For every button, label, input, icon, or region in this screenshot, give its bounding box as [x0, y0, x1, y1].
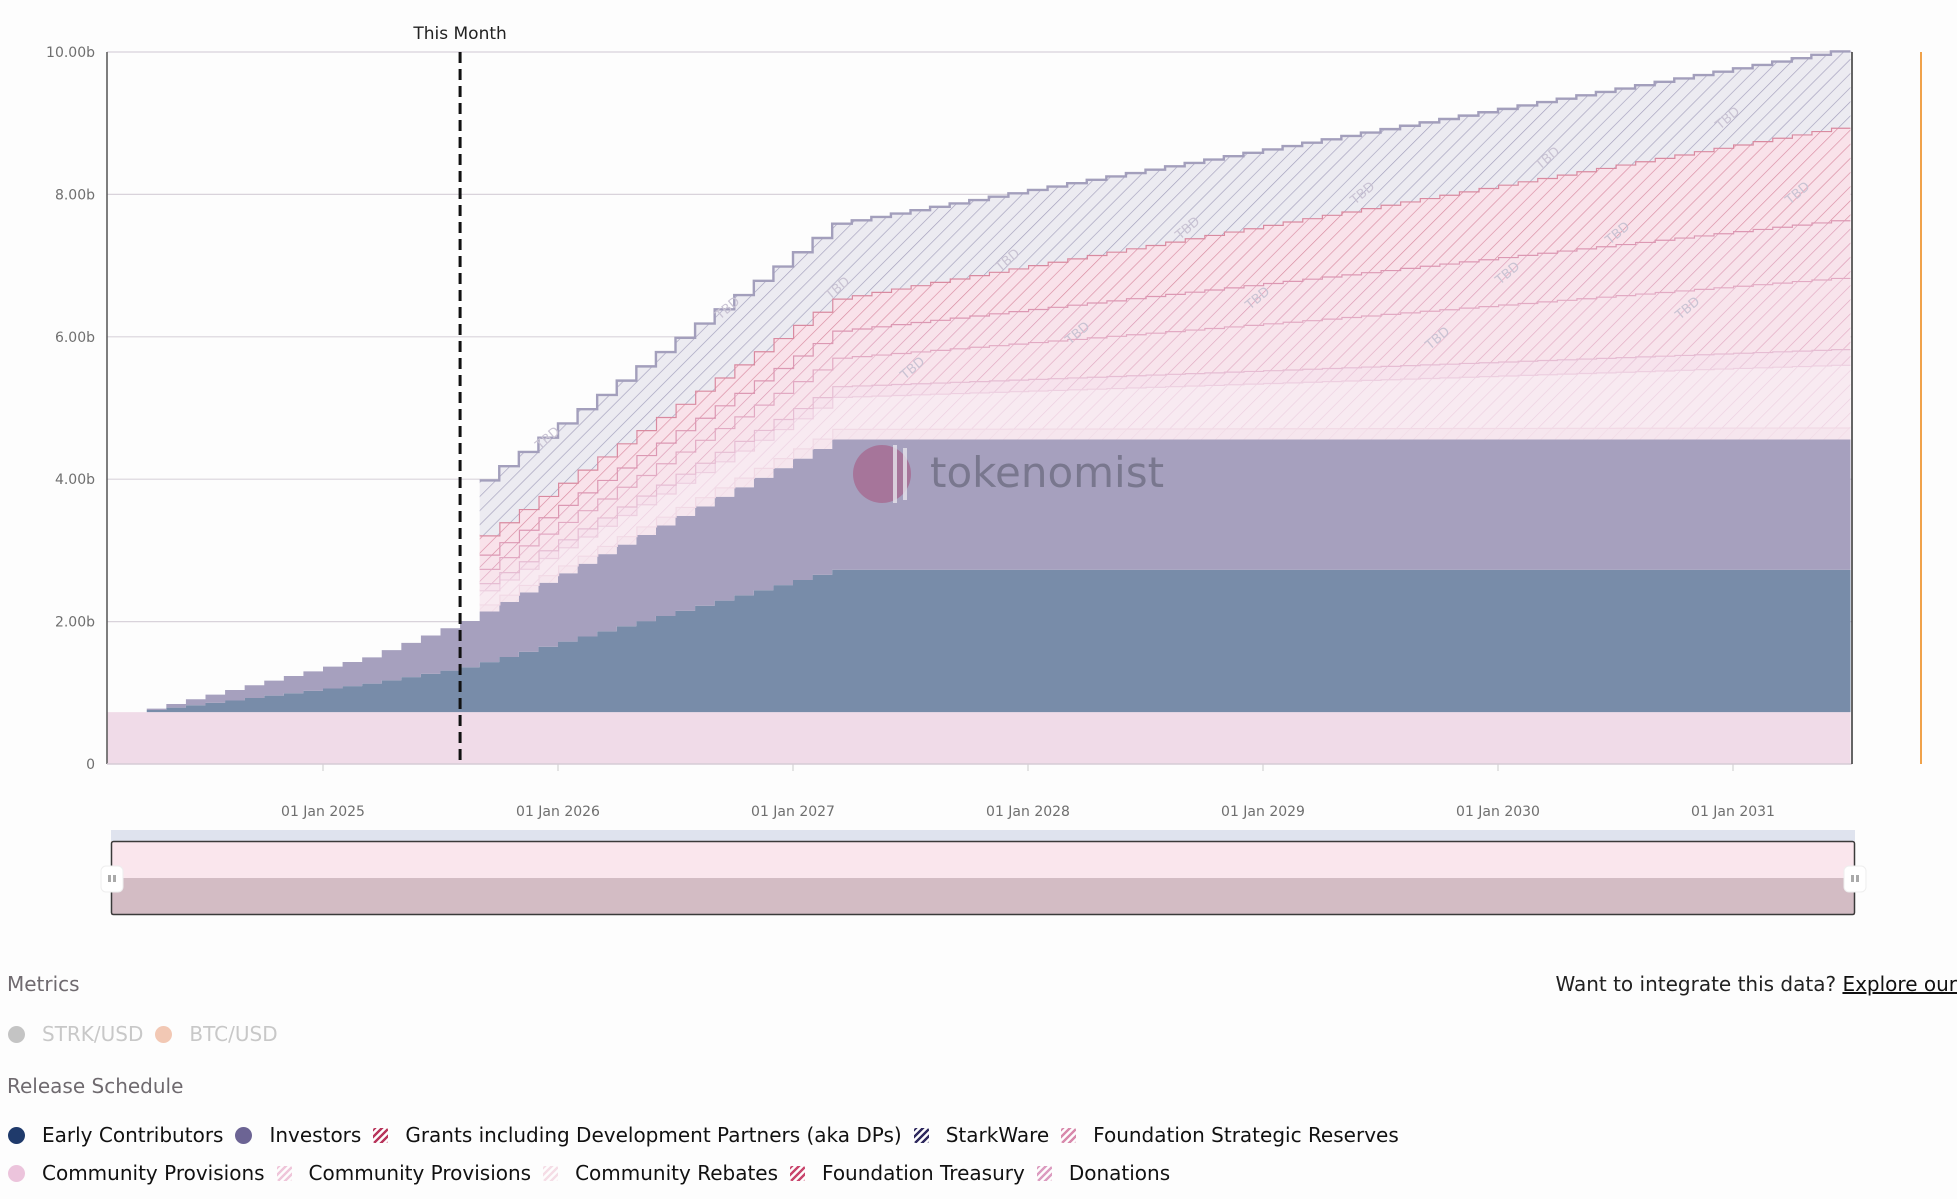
y-tick-label: 6.00b — [55, 330, 95, 346]
watermark: tokenomist — [853, 445, 1164, 503]
metrics-heading: Metrics — [7, 972, 80, 996]
legend-label: Foundation Treasury — [822, 1161, 1025, 1185]
navigator-scrollbar[interactable] — [111, 830, 1855, 841]
release-schedule-heading: Release Schedule — [7, 1074, 184, 1098]
explore-api-link[interactable]: Explore our — [1842, 972, 1957, 996]
hatched-swatch-icon — [1061, 1127, 1077, 1143]
watermark-text: tokenomist — [930, 448, 1164, 497]
x-tick-label: 01 Jan 2029 — [1221, 804, 1305, 820]
x-tick-label: 01 Jan 2026 — [516, 804, 600, 820]
legend-label: Donations — [1068, 1161, 1171, 1185]
x-tick-label: 01 Jan 2027 — [751, 804, 835, 820]
hatched-swatch-icon — [913, 1127, 929, 1143]
y-tick-label: 4.00b — [55, 472, 95, 488]
this-month-label: This Month — [412, 24, 506, 44]
legend-item[interactable]: Donations — [1036, 1161, 1171, 1185]
area-foundation-strategic-reserves — [479, 220, 1851, 569]
metrics-legend: STRK/USD BTC/USD — [8, 1022, 290, 1046]
hatched-swatch-icon — [1036, 1165, 1052, 1181]
navigator-series — [111, 878, 1855, 915]
legend-item[interactable]: Community Provisions — [276, 1161, 532, 1185]
y-tick-label: 2.00b — [55, 615, 95, 631]
y-tick-label: 10.00b — [46, 45, 95, 61]
legend-item[interactable]: Grants including Development Partners (a… — [373, 1123, 902, 1147]
navigator-handle-left[interactable] — [100, 865, 124, 893]
legend-item[interactable]: Community Provisions — [8, 1161, 265, 1185]
y-tick-label: 0 — [86, 757, 95, 773]
legend-item[interactable]: StarkWare — [913, 1123, 1050, 1147]
legend-item[interactable]: Foundation Strategic Reserves — [1061, 1123, 1399, 1147]
circle-swatch-icon — [8, 1164, 25, 1182]
this-month-marker: This Month — [412, 24, 507, 764]
legend-label: StarkWare — [945, 1123, 1050, 1147]
legend-item[interactable]: Investors — [235, 1123, 361, 1147]
area-starkware — [479, 51, 1851, 536]
legend-label: Community Rebates — [575, 1161, 779, 1185]
area-grants-including-development-partners-aka-dps — [479, 127, 1851, 555]
hatched-swatch-icon — [543, 1165, 559, 1181]
y-tick-label: 8.00b — [55, 187, 95, 203]
legend-item[interactable]: Early Contributors — [8, 1123, 223, 1147]
area-community-provisions — [479, 364, 1851, 605]
legend-label: Foundation Strategic Reserves — [1093, 1123, 1399, 1147]
x-tick-label: 01 Jan 2025 — [281, 804, 365, 820]
legend-item[interactable]: Community Rebates — [543, 1161, 778, 1185]
circle-swatch-icon — [155, 1025, 173, 1043]
release-schedule-chart: TBDTBDTBDTBDTBDTBDTBDTBDTBDTBDTBDTBDTBDT… — [46, 24, 1922, 916]
series-areas — [107, 50, 1851, 764]
legend-label: Community Provisions — [42, 1161, 265, 1185]
legend-label: Grants including Development Partners (a… — [405, 1123, 902, 1147]
x-tick-label: 01 Jan 2031 — [1691, 804, 1775, 820]
area-community-provisions — [107, 712, 1851, 764]
circle-swatch-icon — [235, 1126, 253, 1144]
integrate-cta: Want to integrate this data? Explore our — [1555, 972, 1957, 996]
release-legend-row-1: Early Contributors Investors Grants includ… — [8, 1123, 1411, 1147]
legend-item[interactable]: BTC/USD — [155, 1022, 278, 1046]
release-legend-row-2: Community Provisions Community Provisions… — [8, 1161, 1182, 1185]
legend-label: BTC/USD — [189, 1022, 278, 1046]
legend-label: STRK/USD — [42, 1022, 144, 1046]
circle-swatch-icon — [8, 1126, 25, 1144]
navigator[interactable] — [100, 830, 1867, 916]
area-early-contributors — [146, 569, 1851, 713]
area-investors — [146, 439, 1851, 711]
axes: 0 2.00b 4.00b 6.00b 8.00b 10.00b 01 Jan 2025 01… — [46, 45, 1853, 820]
legend-label: Community Provisions — [308, 1161, 532, 1185]
area-foundation-treasury — [479, 277, 1851, 583]
line-starkware — [479, 50, 1851, 482]
hatched-swatch-icon — [276, 1165, 292, 1181]
legend-item[interactable]: Foundation Treasury — [790, 1161, 1025, 1185]
x-tick-label: 01 Jan 2030 — [1456, 804, 1540, 820]
cta-text: Want to integrate this data? — [1555, 972, 1837, 996]
navigator-top — [111, 841, 1855, 878]
circle-swatch-icon — [8, 1025, 25, 1043]
legend-label: Investors — [269, 1123, 362, 1147]
navigator-handle-right[interactable] — [1843, 865, 1867, 893]
x-tick-label: 01 Jan 2028 — [986, 804, 1070, 820]
legend-label: Early Contributors — [42, 1123, 224, 1147]
hatched-swatch-icon — [373, 1127, 389, 1143]
legend-item[interactable]: STRK/USD — [8, 1022, 143, 1046]
hatched-swatch-icon — [790, 1165, 806, 1181]
